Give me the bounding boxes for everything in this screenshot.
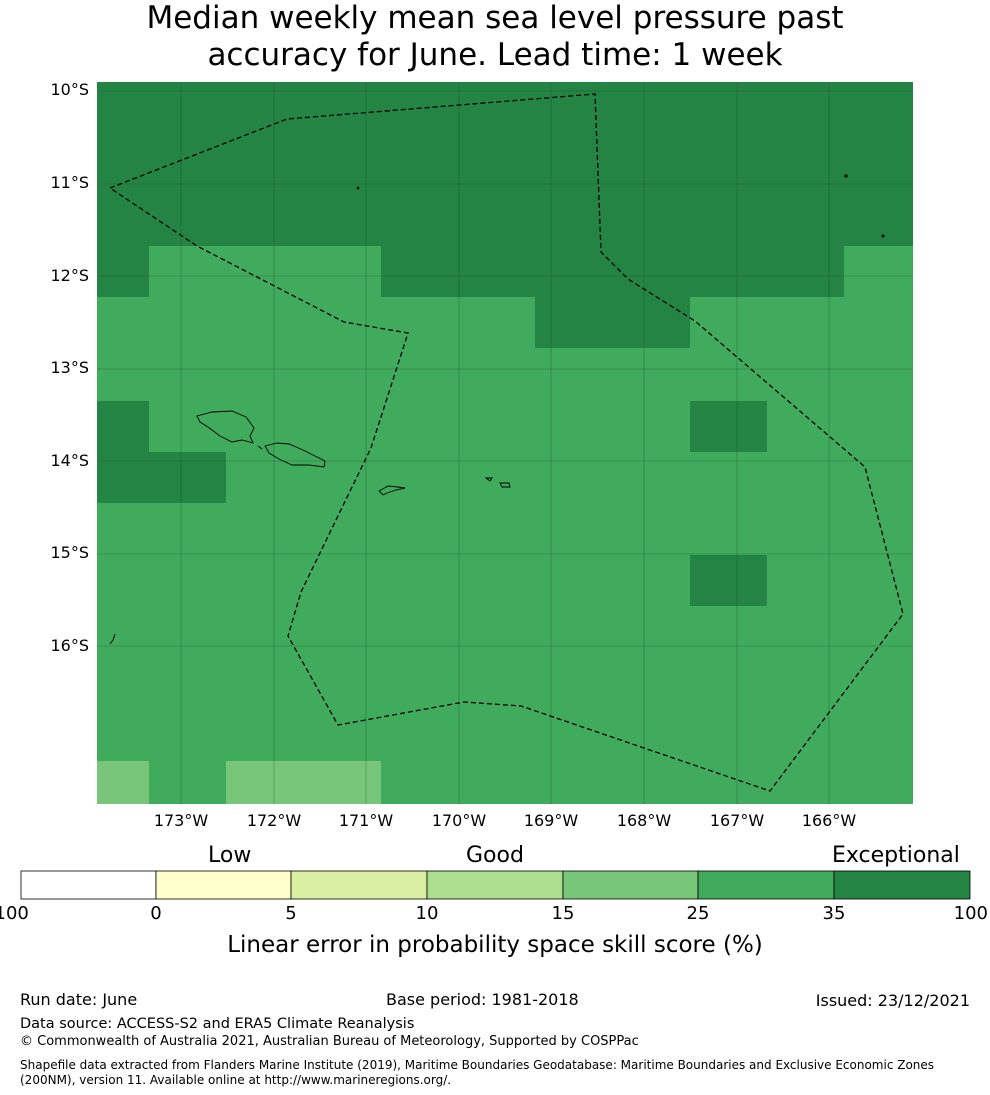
colorbar-segment-6 <box>697 870 835 900</box>
colorbar-tick-15: 15 <box>551 903 575 924</box>
colorbar-tick-25: 25 <box>686 903 710 924</box>
colorbar-tick-100: 100 <box>953 903 988 924</box>
lon-label-170w: 170°W <box>431 811 487 830</box>
lat-label-11s: 11°S <box>50 173 89 192</box>
base-period: Base period: 1981-2018 <box>386 990 579 1009</box>
chart-title-line2: accuracy for June. Lead time: 1 week <box>207 37 783 73</box>
colorbar-title: Linear error in probability space skill … <box>227 932 763 958</box>
lat-label-13s: 13°S <box>50 358 89 377</box>
run-date: Run date: June <box>20 990 138 1009</box>
lat-label-10s: 10°S <box>50 80 89 99</box>
lon-label-167w: 167°W <box>709 811 765 830</box>
lon-label-169w: 169°W <box>523 811 579 830</box>
lat-label-12s: 12°S <box>50 266 89 285</box>
lon-label-166w: 166°W <box>801 811 857 830</box>
lon-label-171w: 171°W <box>338 811 394 830</box>
legend-category-low: Low <box>208 843 252 868</box>
colorbar-segment-3 <box>290 870 428 900</box>
shapefile-credit-line2: (200NM), version 11. Available online at… <box>20 1073 452 1087</box>
shapefile-credit-line1: Shapefile data extracted from Flanders M… <box>20 1058 935 1072</box>
eez-boundary <box>108 93 904 792</box>
colorbar-segment-7 <box>833 870 971 900</box>
copyright: © Commonwealth of Australia 2021, Austra… <box>20 1034 639 1049</box>
lon-label-173w: 173°W <box>153 811 209 830</box>
lat-label-16s: 16°S <box>50 636 89 655</box>
colorbar-segment-2 <box>155 870 292 900</box>
colorbar-tick-35: 35 <box>822 903 846 924</box>
data-source: Data source: ACCESS-S2 and ERA5 Climate … <box>20 1016 415 1032</box>
chart-title-line1: Median weekly mean sea level pressure pa… <box>146 0 844 36</box>
lat-label-15s: 15°S <box>50 543 89 562</box>
colorbar-segment-5 <box>562 870 699 900</box>
exceptional-cells <box>97 82 913 606</box>
colorbar-segment-4 <box>426 870 564 900</box>
legend-category-good: Good <box>466 843 524 868</box>
lon-label-168w: 168°W <box>616 811 672 830</box>
gridlines <box>97 82 913 804</box>
legend-category-exceptional: Exceptional <box>832 843 960 868</box>
issued-date: Issued: 23/12/2021 <box>815 991 970 1010</box>
colorbar-segment-1 <box>20 870 157 900</box>
samoa-islands <box>196 410 326 468</box>
colorbar-tick-10: 10 <box>415 903 439 924</box>
good-mid-cells <box>97 761 381 804</box>
american-samoa-islands <box>109 174 885 645</box>
colorbar-tick-0: 0 <box>150 903 162 924</box>
lat-label-14s: 14°S <box>50 451 89 470</box>
colorbar-tick-5: 5 <box>285 903 297 924</box>
lon-label-172w: 172°W <box>246 811 302 830</box>
colorbar-tick-neg100: -100 <box>0 903 29 924</box>
